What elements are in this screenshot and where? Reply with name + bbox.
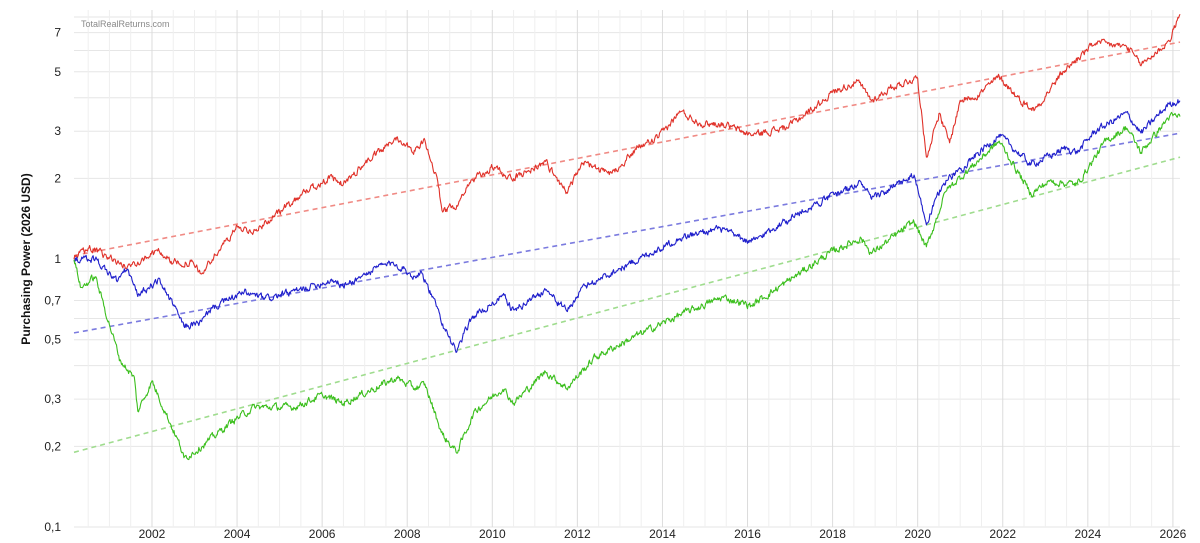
y-tick-label: 0,7 [44,294,61,308]
x-tick-label: 2018 [819,527,846,541]
x-tick-label: 2008 [394,527,421,541]
y-tick-label: 0,5 [44,333,61,347]
trend-line-4 [73,132,1181,334]
trend-line-3 [73,41,1181,257]
y-tick-label: 7 [54,26,61,40]
series-line-0 [73,13,1181,275]
watermark: TotalRealReturns.com [81,19,170,29]
series-lines [73,13,1181,461]
y-tick-label: 3 [54,124,61,138]
x-tick-label: 2014 [649,527,676,541]
series-line-2 [73,111,1181,461]
y-tick-label: 2 [54,171,61,185]
series-line-1 [73,99,1181,353]
y-tick-label: 1 [54,252,61,266]
y-tick-labels: 0,1 0,2 0,3 0,5 0,7 1 2 3 5 7 [44,26,61,534]
x-tick-label: 2022 [989,527,1016,541]
trend-lines [73,41,1181,454]
x-tick-label: 2026 [1160,527,1187,541]
x-tick-label: 2004 [224,527,251,541]
x-tick-label: 2020 [904,527,931,541]
x-tick-label: 2024 [1074,527,1101,541]
y-axis-label: Purchasing Power (2026 USD) [19,173,33,344]
x-tick-label: 2010 [479,527,506,541]
y-tick-label: 5 [54,65,61,79]
x-tick-label: 2006 [309,527,336,541]
x-tick-label: 2012 [564,527,591,541]
x-tick-labels: 2002 2004 2006 2008 2010 2012 2014 2016 2018 2020… [139,527,1187,541]
grid-lines [74,10,1180,528]
y-tick-label: 0,1 [44,520,61,534]
x-tick-label: 2016 [734,527,761,541]
y-tick-label: 0,3 [44,392,61,406]
trend-line-5 [73,156,1181,454]
x-tick-label: 2002 [139,527,166,541]
y-tick-label: 0,2 [44,439,61,453]
